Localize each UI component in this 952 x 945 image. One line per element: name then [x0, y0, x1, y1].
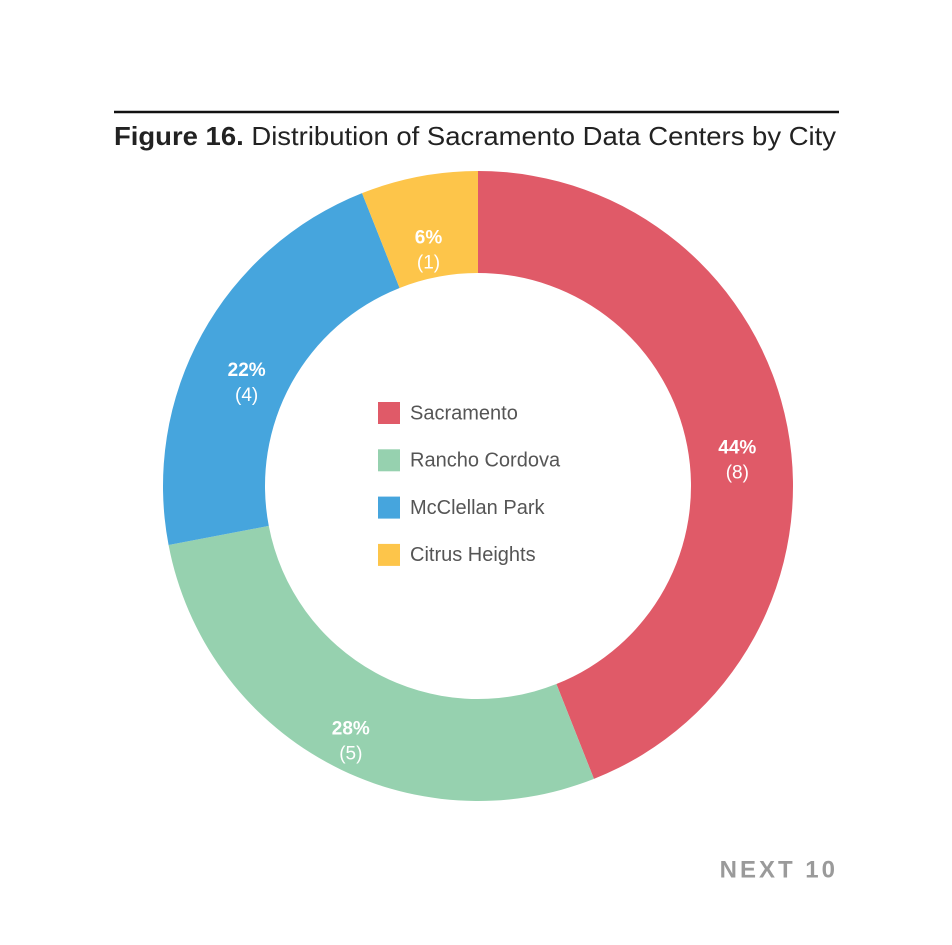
- legend-label: McClellan Park: [410, 497, 545, 519]
- count-label: (8): [726, 463, 749, 484]
- value-label: 6%: [415, 228, 443, 249]
- legend-label: Citrus Heights: [410, 544, 536, 566]
- donut-slice: [362, 171, 478, 288]
- legend-swatch: [378, 402, 400, 424]
- source: NEXT 10: [720, 856, 838, 883]
- count-label: (4): [235, 385, 258, 406]
- title-text: Distribution of Sacramento Data Centers …: [251, 121, 836, 151]
- legend-swatch: [378, 496, 400, 519]
- legend-label: Rancho Cordova: [410, 450, 561, 472]
- figure-label: Figure 16.: [114, 121, 244, 151]
- value-label: 44%: [718, 438, 756, 459]
- legend-swatch: [378, 449, 400, 472]
- donut-slice: [478, 171, 794, 779]
- value-label: 28%: [332, 718, 370, 739]
- legend-swatch: [378, 543, 400, 566]
- value-label: 22%: [228, 360, 266, 381]
- legend-label: Sacramento: [410, 402, 518, 424]
- donut-slice: [168, 525, 594, 801]
- chart-title: Figure 16. Distribution of Sacramento Da…: [114, 121, 836, 151]
- count-label: (1): [417, 253, 440, 274]
- count-label: (5): [339, 743, 362, 764]
- donut-slice: [163, 193, 400, 546]
